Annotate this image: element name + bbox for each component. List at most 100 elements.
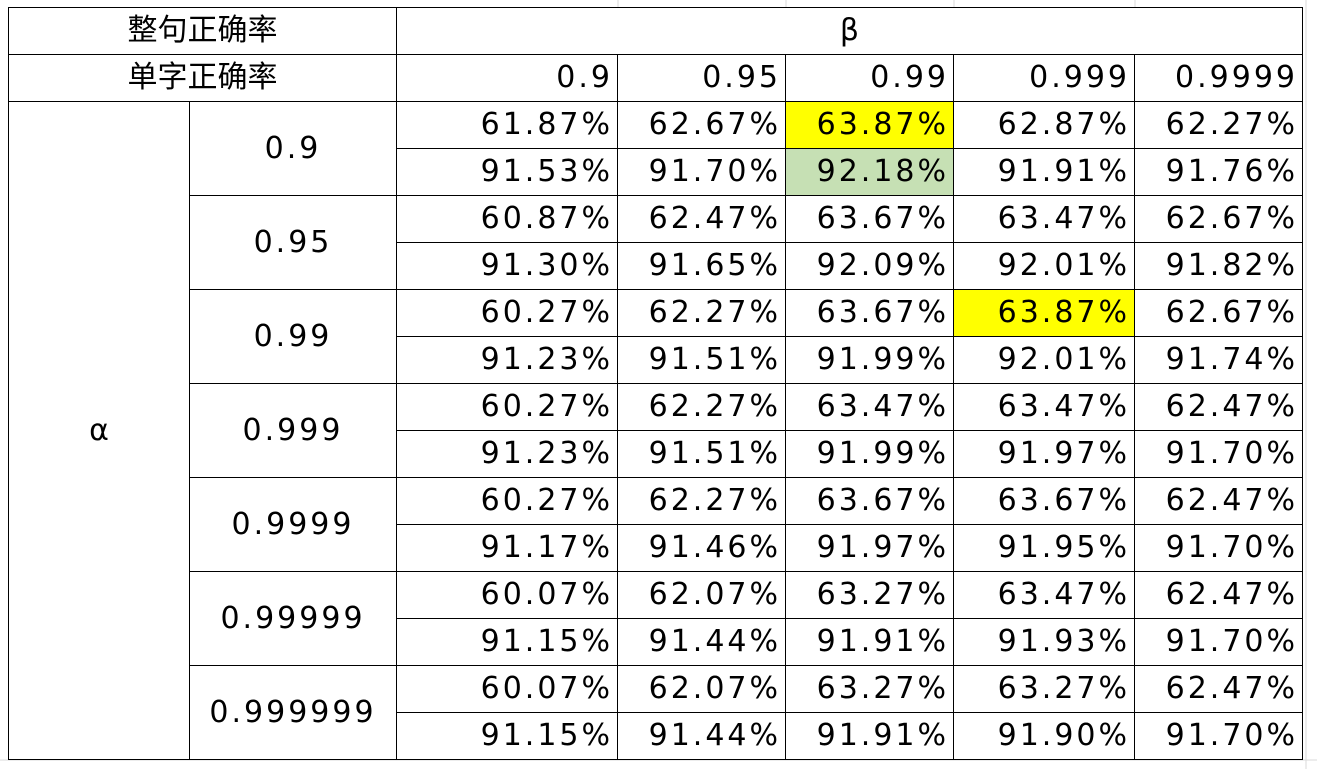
- table-row: 91.17% 91.46% 91.97% 91.95% 91.70%: [9, 524, 1303, 572]
- char-accuracy-cell[interactable]: 91.95%: [953, 524, 1135, 572]
- sentence-accuracy-cell[interactable]: 62.47%: [1134, 665, 1303, 713]
- table-row: 91.15% 91.44% 91.91% 91.93% 91.70%: [9, 618, 1303, 666]
- char-accuracy-cell[interactable]: 91.23%: [396, 430, 618, 478]
- sentence-accuracy-cell[interactable]: 63.87%: [785, 101, 954, 149]
- table-row: 0.999 60.27% 62.27% 63.47% 63.47% 62.47%: [9, 383, 1303, 478]
- sentence-accuracy-cell[interactable]: 60.27%: [396, 477, 618, 525]
- char-accuracy-cell[interactable]: 91.23%: [396, 336, 618, 384]
- char-accuracy-cell[interactable]: 91.90%: [953, 712, 1135, 760]
- sentence-accuracy-cell[interactable]: 62.47%: [617, 195, 786, 243]
- char-accuracy-cell[interactable]: 91.91%: [785, 712, 954, 760]
- sentence-accuracy-cell[interactable]: 63.67%: [785, 195, 954, 243]
- beta-label[interactable]: β: [396, 7, 1303, 55]
- beta-value-cell[interactable]: 0.999: [953, 54, 1135, 102]
- sentence-accuracy-cell[interactable]: 63.67%: [785, 477, 954, 525]
- alpha-value-cell[interactable]: 0.999: [189, 383, 397, 478]
- char-accuracy-cell[interactable]: 91.30%: [396, 242, 618, 290]
- char-accuracy-cell[interactable]: 91.70%: [617, 148, 786, 196]
- beta-value-cell[interactable]: 0.9999: [1134, 54, 1303, 102]
- char-accuracy-cell[interactable]: 91.97%: [953, 430, 1135, 478]
- char-accuracy-cell[interactable]: 91.70%: [1134, 618, 1303, 666]
- sentence-accuracy-cell[interactable]: 62.47%: [1134, 571, 1303, 619]
- char-accuracy-cell[interactable]: 91.93%: [953, 618, 1135, 666]
- char-accuracy-cell[interactable]: 91.74%: [1134, 336, 1303, 384]
- char-accuracy-cell[interactable]: 91.15%: [396, 712, 618, 760]
- sentence-accuracy-cell[interactable]: 62.47%: [1134, 477, 1303, 525]
- alpha-value-cell[interactable]: 0.99: [189, 289, 397, 384]
- sentence-accuracy-cell[interactable]: 60.27%: [396, 289, 618, 337]
- sentence-accuracy-cell[interactable]: 62.67%: [1134, 289, 1303, 337]
- sentence-accuracy-cell[interactable]: 63.67%: [953, 477, 1135, 525]
- char-accuracy-cell[interactable]: 91.91%: [953, 148, 1135, 196]
- char-accuracy-cell[interactable]: 92.09%: [785, 242, 954, 290]
- char-accuracy-cell[interactable]: 91.51%: [617, 430, 786, 478]
- char-accuracy-cell[interactable]: 91.44%: [617, 712, 786, 760]
- char-accuracy-cell[interactable]: 91.91%: [785, 618, 954, 666]
- char-accuracy-cell[interactable]: 91.15%: [396, 618, 618, 666]
- sentence-accuracy-cell[interactable]: 62.67%: [1134, 195, 1303, 243]
- header-row-char: 单字正确率 0.9 0.95 0.99 0.999 0.9999: [8, 54, 1303, 102]
- char-accuracy-cell[interactable]: 91.70%: [1134, 524, 1303, 572]
- char-accuracy-cell[interactable]: 91.70%: [1134, 712, 1303, 760]
- table-row: 91.23% 91.51% 91.99% 91.97% 91.70%: [9, 430, 1303, 478]
- sentence-accuracy-cell[interactable]: 62.07%: [617, 665, 786, 713]
- sentence-accuracy-cell[interactable]: 62.47%: [1134, 383, 1303, 431]
- sentence-accuracy-cell[interactable]: 63.27%: [785, 665, 954, 713]
- sentence-accuracy-cell[interactable]: 62.07%: [617, 571, 786, 619]
- sentence-accuracy-cell[interactable]: 62.27%: [1134, 101, 1303, 149]
- table-row: α 0.9 61.87% 62.67% 63.87% 62.87% 62.27%: [8, 101, 1303, 760]
- sentence-accuracy-label[interactable]: 整句正确率: [8, 7, 397, 55]
- char-accuracy-cell[interactable]: 91.82%: [1134, 242, 1303, 290]
- table-row: 0.95 60.87% 62.47% 63.67% 63.47% 62.67%: [9, 195, 1303, 290]
- sentence-accuracy-cell[interactable]: 63.47%: [785, 383, 954, 431]
- char-accuracy-cell[interactable]: 92.01%: [953, 336, 1135, 384]
- table-row: 91.30% 91.65% 92.09% 92.01% 91.82%: [9, 242, 1303, 290]
- sentence-accuracy-cell[interactable]: 63.27%: [785, 571, 954, 619]
- sentence-accuracy-cell[interactable]: 63.47%: [953, 383, 1135, 431]
- char-accuracy-cell[interactable]: 91.99%: [785, 430, 954, 478]
- char-accuracy-cell[interactable]: 91.70%: [1134, 430, 1303, 478]
- sentence-accuracy-cell[interactable]: 60.07%: [396, 571, 618, 619]
- alpha-value-cell[interactable]: 0.9999: [189, 477, 397, 572]
- char-accuracy-cell[interactable]: 91.44%: [617, 618, 786, 666]
- table-row: 0.9999 60.27% 62.27% 63.67% 63.67% 62.47%: [9, 477, 1303, 572]
- char-accuracy-label[interactable]: 单字正确率: [8, 54, 397, 102]
- char-accuracy-cell[interactable]: 92.01%: [953, 242, 1135, 290]
- sentence-accuracy-cell[interactable]: 60.07%: [396, 665, 618, 713]
- sentence-accuracy-cell[interactable]: 63.27%: [953, 665, 1135, 713]
- beta-value-cell[interactable]: 0.95: [617, 54, 786, 102]
- char-accuracy-cell[interactable]: 91.46%: [617, 524, 786, 572]
- char-accuracy-cell[interactable]: 92.18%: [785, 148, 954, 196]
- char-accuracy-cell[interactable]: 91.53%: [396, 148, 618, 196]
- sentence-accuracy-cell[interactable]: 61.87%: [396, 101, 618, 149]
- table-row: 91.23% 91.51% 91.99% 92.01% 91.74%: [9, 336, 1303, 384]
- sentence-accuracy-cell[interactable]: 63.47%: [953, 571, 1135, 619]
- beta-value-cell[interactable]: 0.9: [396, 54, 618, 102]
- table-row: 0.999999 60.07% 62.07% 63.27% 63.27% 62.47%: [9, 665, 1303, 760]
- sentence-accuracy-cell[interactable]: 62.27%: [617, 289, 786, 337]
- sentence-accuracy-cell[interactable]: 63.47%: [953, 195, 1135, 243]
- sentence-accuracy-cell[interactable]: 62.67%: [617, 101, 786, 149]
- table-row: 0.99 60.27% 62.27% 63.67% 63.87% 62.67%: [9, 289, 1303, 384]
- beta-value-cell[interactable]: 0.99: [785, 54, 954, 102]
- alpha-value-cell[interactable]: 0.9: [189, 101, 397, 196]
- alpha-value-cell[interactable]: 0.999999: [189, 665, 397, 760]
- char-accuracy-cell[interactable]: 91.17%: [396, 524, 618, 572]
- table-row: 91.15% 91.44% 91.91% 91.90% 91.70%: [9, 712, 1303, 760]
- alpha-label[interactable]: α: [8, 101, 190, 760]
- sentence-accuracy-cell[interactable]: 62.87%: [953, 101, 1135, 149]
- alpha-value-cell[interactable]: 0.99999: [189, 571, 397, 666]
- sentence-accuracy-cell[interactable]: 62.27%: [617, 383, 786, 431]
- char-accuracy-cell[interactable]: 91.65%: [617, 242, 786, 290]
- sentence-accuracy-cell[interactable]: 63.67%: [785, 289, 954, 337]
- sentence-accuracy-cell[interactable]: 62.27%: [617, 477, 786, 525]
- sentence-accuracy-cell[interactable]: 60.87%: [396, 195, 618, 243]
- char-accuracy-cell[interactable]: 91.97%: [785, 524, 954, 572]
- char-accuracy-cell[interactable]: 91.51%: [617, 336, 786, 384]
- sentence-accuracy-cell[interactable]: 60.27%: [396, 383, 618, 431]
- alpha-value-cell[interactable]: 0.95: [189, 195, 397, 290]
- char-accuracy-cell[interactable]: 91.76%: [1134, 148, 1303, 196]
- char-accuracy-cell[interactable]: 91.99%: [785, 336, 954, 384]
- sentence-accuracy-cell[interactable]: 63.87%: [953, 289, 1135, 337]
